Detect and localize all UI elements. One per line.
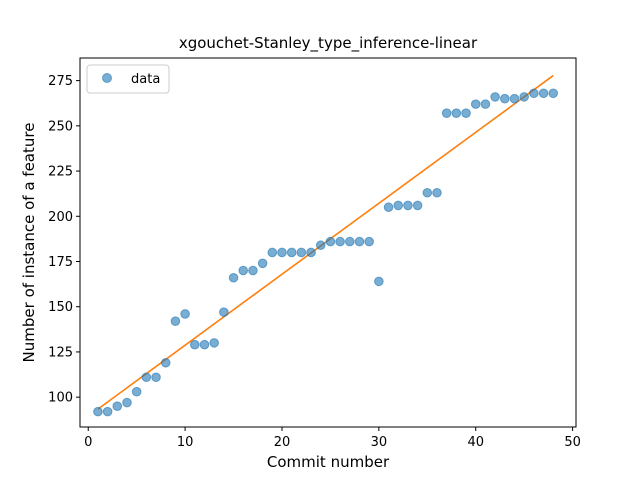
data-point bbox=[219, 307, 229, 317]
data-point bbox=[267, 247, 278, 258]
y-tick-label: 250 bbox=[48, 119, 73, 134]
data-point bbox=[412, 200, 423, 211]
legend-marker bbox=[102, 73, 112, 83]
data-point bbox=[238, 265, 249, 276]
data-point bbox=[461, 108, 471, 118]
data-point bbox=[248, 265, 258, 276]
data-point bbox=[325, 236, 336, 247]
x-tick-label: 0 bbox=[84, 435, 92, 450]
y-tick-label: 175 bbox=[48, 255, 73, 270]
chart-title: xgouchet-Stanley_type_inference-linear bbox=[179, 34, 478, 53]
plot-area bbox=[93, 74, 559, 417]
data-point bbox=[548, 88, 559, 99]
data-point bbox=[335, 236, 345, 247]
y-tick-label: 275 bbox=[48, 74, 73, 89]
x-axis-title: Commit number bbox=[267, 453, 390, 471]
data-point bbox=[180, 309, 190, 319]
data-point bbox=[112, 401, 123, 411]
data-point bbox=[509, 93, 520, 104]
x-tick-label: 30 bbox=[371, 435, 388, 450]
data-point bbox=[470, 99, 481, 109]
data-point bbox=[296, 247, 307, 258]
data-point bbox=[451, 108, 462, 118]
x-tick-label: 40 bbox=[467, 435, 484, 450]
data-point bbox=[199, 339, 210, 350]
y-tick-label: 225 bbox=[48, 165, 73, 180]
legend-label: data bbox=[131, 72, 160, 87]
data-point bbox=[306, 247, 316, 258]
legend: data bbox=[86, 64, 170, 94]
data-point bbox=[403, 200, 413, 211]
y-tick-label: 100 bbox=[48, 391, 73, 406]
data-point bbox=[364, 236, 374, 247]
data-point bbox=[441, 108, 452, 118]
x-tick-label: 10 bbox=[177, 435, 194, 450]
y-tick-label: 125 bbox=[48, 345, 73, 360]
data-point bbox=[122, 397, 132, 408]
y-axis-title: Number of instance of a feature bbox=[20, 123, 38, 363]
data-point bbox=[277, 247, 287, 258]
data-point bbox=[383, 202, 394, 213]
data-point bbox=[209, 338, 219, 348]
data-point bbox=[490, 92, 500, 102]
data-point bbox=[228, 272, 239, 283]
data-point bbox=[499, 93, 510, 104]
data-point bbox=[257, 258, 268, 269]
plot-frame bbox=[79, 57, 577, 428]
data-point bbox=[344, 236, 355, 247]
x-tick-label: 20 bbox=[274, 435, 291, 450]
data-point bbox=[315, 240, 326, 251]
data-point bbox=[286, 247, 297, 258]
data-point bbox=[480, 99, 491, 109]
data-point bbox=[131, 386, 142, 397]
x-tick-label: 50 bbox=[564, 435, 581, 450]
axes: 0 10 20 30 40 50 100 125 150 175 200 225 250 275 bbox=[48, 57, 581, 450]
data-point bbox=[374, 276, 384, 287]
data-point bbox=[93, 406, 103, 417]
y-tick-label: 150 bbox=[48, 300, 73, 315]
data-point bbox=[170, 316, 181, 326]
fit-line bbox=[97, 74, 554, 410]
data-point bbox=[538, 88, 549, 99]
data-point bbox=[529, 88, 539, 99]
data-point bbox=[393, 200, 404, 211]
data-point bbox=[519, 92, 529, 102]
data-point bbox=[189, 339, 200, 350]
data-point bbox=[141, 372, 152, 383]
data-point bbox=[354, 236, 365, 247]
y-tick-label: 200 bbox=[48, 210, 73, 225]
data-point bbox=[160, 357, 171, 368]
data-point bbox=[432, 187, 442, 198]
data-point bbox=[151, 372, 161, 383]
data-point bbox=[102, 406, 113, 417]
data-point bbox=[422, 187, 433, 198]
legend-box bbox=[86, 64, 170, 94]
